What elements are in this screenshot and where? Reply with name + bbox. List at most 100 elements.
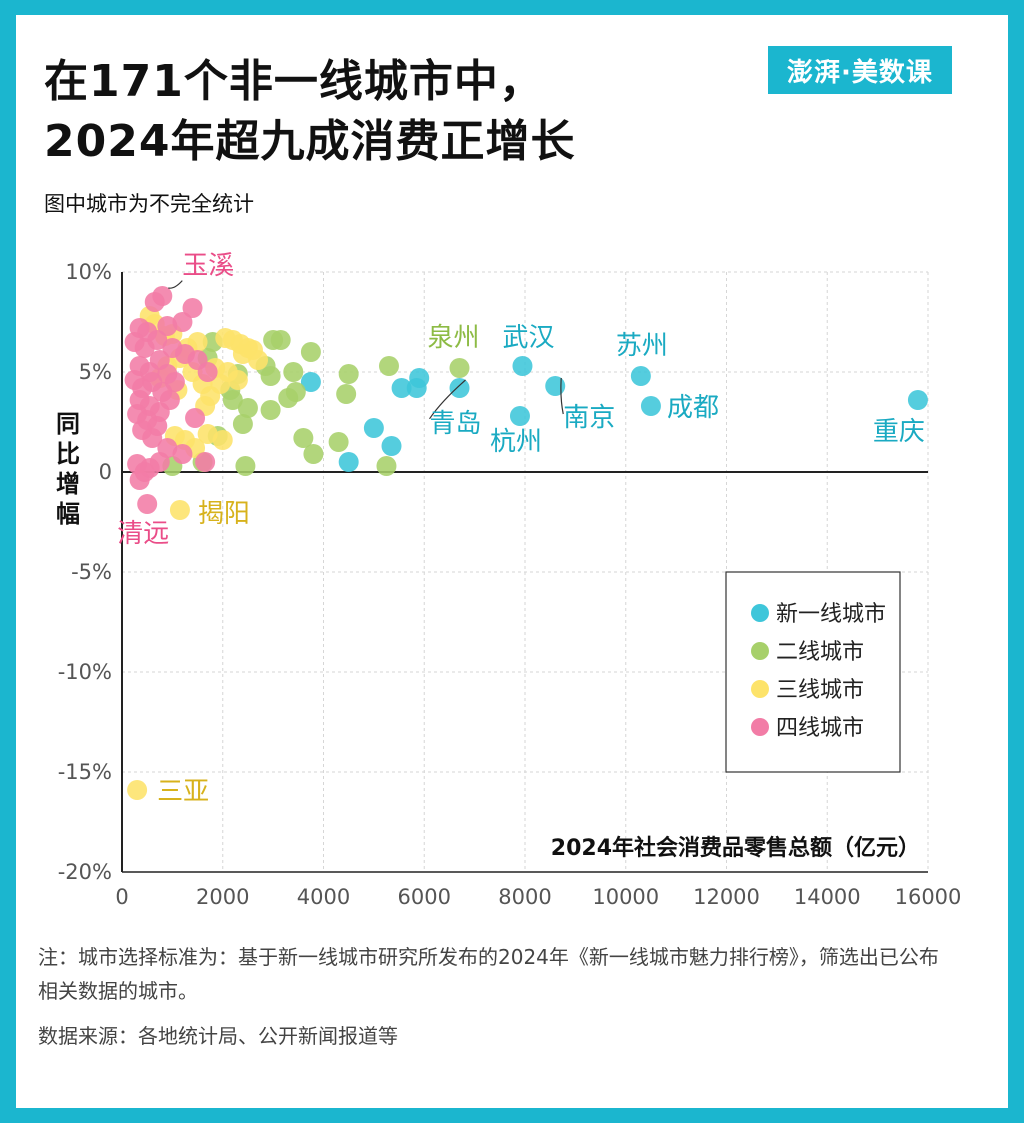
footnote: 注：城市选择标准为：基于新一线城市研究所发布的2024年《新一线城市魅力排行榜》… (38, 945, 939, 1003)
city-label: 重庆 (873, 417, 925, 447)
y-tick-label: -10% (58, 660, 112, 684)
point-tier2 (449, 358, 470, 378)
data-points (124, 286, 928, 800)
point-tier1 (449, 378, 470, 398)
point-tier4 (164, 372, 185, 392)
point-tier2 (300, 342, 321, 362)
legend-box (725, 571, 901, 773)
x-tick-label: 14000 (794, 885, 861, 909)
point-tier4 (149, 452, 170, 472)
legend-swatch (751, 604, 769, 622)
point-tier1 (381, 436, 402, 456)
y-axis-label-char: 同 (56, 410, 80, 438)
city-label: 青岛 (430, 409, 482, 439)
point-tier4 (137, 494, 158, 514)
city-label: 清远 (117, 519, 169, 549)
y-axis-label-char: 增 (56, 470, 80, 498)
point-tier1 (907, 390, 928, 410)
brand-logo-text: 澎湃·美数课 (787, 57, 933, 88)
point-tier3 (227, 370, 248, 390)
x-tick-label: 6000 (398, 885, 451, 909)
point-tier2 (278, 388, 299, 408)
point-tier3 (127, 780, 148, 800)
y-tick-label: -5% (71, 560, 112, 584)
city-label: 杭州 (490, 427, 542, 457)
y-axis-label-char: 比 (56, 440, 80, 468)
point-tier2 (293, 428, 314, 448)
chart-subtitle: 图中城市为不完全统计 (44, 192, 254, 216)
legend-label: 三线城市 (776, 678, 864, 703)
legend-label: 二线城市 (776, 640, 864, 665)
y-tick-label: -20% (58, 860, 112, 884)
point-tier2 (336, 384, 357, 404)
x-tick-label: 2000 (196, 885, 249, 909)
point-tier2 (235, 456, 256, 476)
point-tier3 (248, 350, 269, 370)
point-tier1 (640, 396, 661, 416)
annotation-leader (560, 377, 564, 415)
point-tier4 (142, 428, 163, 448)
point-tier1 (406, 378, 427, 398)
city-label: 成都 (667, 393, 719, 423)
point-tier3 (232, 344, 253, 364)
y-axis-label-char: 幅 (56, 500, 80, 528)
point-tier2 (338, 364, 359, 384)
y-tick-label: 10% (65, 260, 112, 284)
point-tier1 (509, 406, 530, 426)
point-tier4 (172, 312, 193, 332)
point-tier3 (212, 430, 233, 450)
point-tier4 (172, 444, 193, 464)
point-tier4 (144, 292, 165, 312)
point-tier3 (197, 424, 218, 444)
point-tier2 (260, 400, 281, 420)
card-background (16, 15, 1008, 1108)
city-label: 三亚 (157, 777, 209, 807)
point-tier4 (129, 470, 150, 490)
point-tier4 (195, 452, 216, 472)
point-tier3 (215, 328, 236, 348)
legend-label: 新一线城市 (776, 602, 886, 627)
legend-label: 四线城市 (776, 716, 864, 741)
annotation-leader (429, 379, 466, 420)
chart-title: 在171个非一线城市中， 2024年超九成消费正增长 (44, 56, 576, 167)
point-tier2 (303, 444, 324, 464)
legend-swatch (751, 680, 769, 698)
city-label: 揭阳 (198, 499, 250, 529)
point-tier3 (169, 500, 190, 520)
x-tick-label: 8000 (498, 885, 551, 909)
point-tier1 (300, 372, 321, 392)
x-tick-label: 10000 (592, 885, 659, 909)
point-tier2 (376, 456, 397, 476)
x-tick-label: 4000 (297, 885, 350, 909)
point-tier2 (263, 330, 284, 350)
annotation-leader (168, 280, 183, 289)
point-tier2 (232, 414, 253, 434)
point-tier4 (197, 362, 218, 382)
x-tick-label: 0 (115, 885, 128, 909)
city-label: 南京 (563, 403, 615, 433)
point-tier4 (182, 298, 203, 318)
point-tier1 (363, 418, 384, 438)
point-tier2 (283, 362, 304, 382)
x-axis-label: 2024年社会消费品零售总额（亿元） (551, 835, 920, 861)
y-tick-label: -15% (58, 760, 112, 784)
point-tier4 (147, 330, 168, 350)
data-source: 数据来源：各地统计局、公开新闻报道等 (38, 1024, 398, 1048)
point-tier1 (391, 378, 412, 398)
point-tier4 (185, 408, 206, 428)
point-tier4 (159, 390, 180, 410)
brand-logo: 澎湃·美数课 (768, 46, 952, 94)
point-tier1 (545, 376, 566, 396)
city-label: 泉州 (428, 323, 480, 353)
legend-swatch (751, 718, 769, 736)
city-label: 苏州 (616, 331, 668, 361)
point-tier2 (328, 432, 349, 452)
x-tick-label: 12000 (693, 885, 760, 909)
point-tier1 (512, 356, 533, 376)
point-tier2 (378, 356, 399, 376)
point-tier4 (157, 316, 178, 336)
city-label: 玉溪 (182, 251, 234, 281)
